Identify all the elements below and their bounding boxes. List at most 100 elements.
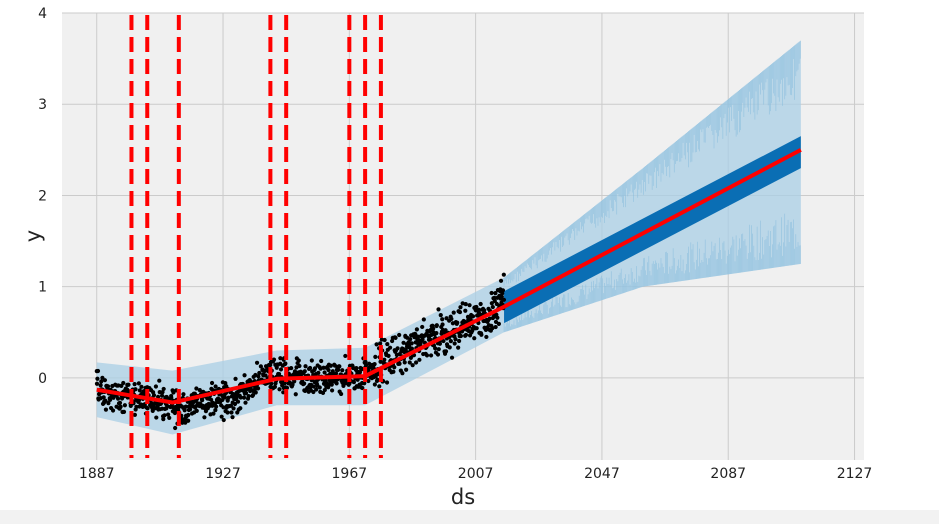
observation-point — [490, 326, 495, 331]
observation-point — [492, 295, 497, 301]
observation-point — [393, 335, 398, 340]
observation-point — [477, 307, 482, 312]
observation-point — [501, 297, 507, 302]
observation-point — [311, 389, 316, 395]
observation-point — [297, 363, 302, 369]
observation-point — [417, 357, 422, 362]
observation-point — [122, 403, 128, 408]
observation-point — [453, 337, 458, 342]
trend-layer — [96, 148, 802, 405]
observation-point — [482, 308, 487, 313]
x-tick-label: 2047 — [584, 466, 620, 482]
observation-point — [180, 420, 185, 425]
observation-point — [115, 396, 121, 401]
observation-point — [132, 412, 137, 417]
observation-point — [187, 407, 193, 412]
observation-point — [458, 305, 463, 310]
observation-point — [463, 332, 469, 338]
observation-point — [296, 358, 301, 363]
observation-point — [479, 332, 484, 337]
observation-point — [95, 376, 100, 381]
observation-point — [110, 408, 116, 413]
observation-point — [139, 384, 144, 389]
observation-point — [363, 359, 368, 364]
observation-point — [238, 395, 243, 400]
observation-point — [401, 340, 406, 345]
observation-point — [377, 384, 382, 389]
observation-point — [386, 353, 391, 358]
y-tick-label: 4 — [38, 6, 47, 22]
observation-point — [277, 387, 282, 392]
observation-point — [302, 369, 307, 374]
observation-point — [451, 310, 456, 315]
observation-point — [337, 364, 342, 369]
observation-point — [159, 393, 165, 398]
observation-point — [500, 288, 506, 293]
observation-point — [478, 301, 483, 307]
observation-point — [194, 408, 199, 413]
observation-point — [436, 347, 441, 352]
observation-point — [133, 387, 138, 392]
observation-point — [343, 353, 348, 359]
observation-point — [420, 324, 425, 330]
observation-point — [283, 361, 288, 366]
observation-point — [183, 404, 188, 409]
observation-point — [197, 388, 202, 393]
x-tick-label: 2007 — [458, 466, 494, 482]
observation-point — [421, 317, 426, 322]
observation-point — [307, 365, 313, 371]
observation-point — [467, 303, 472, 308]
observation-point — [211, 411, 216, 416]
observation-point — [484, 334, 489, 340]
observation-point — [157, 378, 162, 383]
observation-point — [255, 386, 261, 391]
observation-point — [102, 378, 108, 383]
observation-point — [489, 290, 494, 296]
observation-point — [121, 380, 126, 386]
observation-point — [413, 360, 419, 365]
observation-point — [474, 304, 479, 310]
observation-point — [186, 412, 191, 418]
observation-point — [495, 315, 500, 320]
observation-point — [409, 346, 414, 351]
observation-point — [210, 403, 215, 408]
observation-point — [443, 349, 449, 354]
observation-point — [384, 380, 390, 385]
observation-point — [160, 390, 165, 395]
observation-point — [463, 308, 468, 313]
observation-point — [132, 382, 137, 387]
observation-point — [498, 278, 504, 283]
observation-point — [230, 415, 235, 420]
observation-point — [229, 410, 234, 415]
observation-point — [312, 366, 318, 371]
observation-point — [390, 338, 395, 344]
observation-point — [392, 365, 397, 370]
observation-point — [409, 341, 414, 346]
observation-point — [94, 381, 100, 386]
observation-point — [213, 384, 218, 389]
observation-point — [400, 371, 405, 376]
observation-point — [99, 379, 104, 384]
x-tick-label: 1887 — [79, 466, 115, 482]
observation-point — [408, 337, 413, 342]
x-tick-label: 1967 — [332, 466, 368, 482]
observation-point — [443, 328, 448, 333]
observation-point — [366, 378, 371, 384]
observation-point — [424, 353, 430, 358]
observation-point — [489, 301, 494, 306]
observation-point — [171, 390, 176, 395]
observation-point — [487, 316, 492, 321]
observation-point — [106, 401, 111, 406]
observation-point — [282, 381, 287, 386]
observation-point — [272, 384, 278, 389]
observation-point — [374, 342, 379, 347]
observation-point — [355, 377, 360, 382]
observation-point — [470, 314, 476, 319]
observation-point — [253, 390, 258, 395]
observation-point — [496, 321, 501, 326]
observation-point — [447, 345, 452, 350]
observation-point — [449, 355, 455, 360]
observation-point — [221, 405, 226, 410]
observation-point — [395, 346, 400, 351]
